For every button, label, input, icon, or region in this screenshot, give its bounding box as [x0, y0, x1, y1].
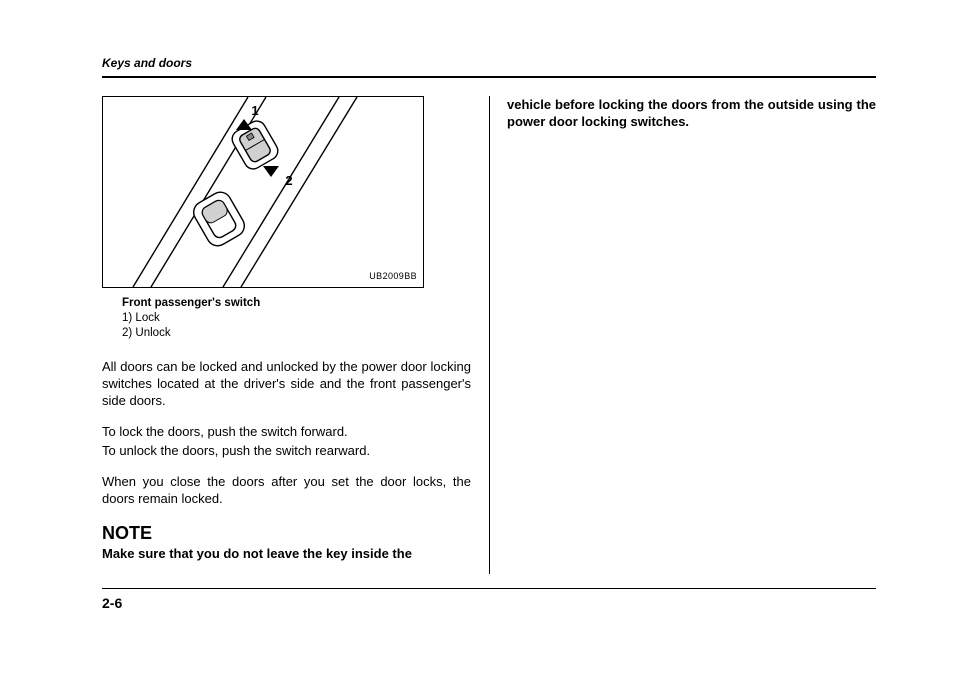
- caption-title: Front passenger's switch: [122, 296, 471, 311]
- paragraph-2b: To unlock the doors, push the switch rea…: [102, 442, 471, 459]
- manual-page: Keys and doors: [0, 0, 954, 674]
- header-rule: [102, 76, 876, 78]
- paragraph-1: All doors can be locked and unlocked by …: [102, 358, 471, 409]
- right-column: vehicle before locking the doors from th…: [489, 96, 876, 574]
- callout-2: 2: [285, 173, 292, 188]
- section-header: Keys and doors: [102, 56, 876, 70]
- switch-diagram: 1 2 UB2009BB: [102, 96, 424, 288]
- paragraph-3: When you close the doors after you set t…: [102, 473, 471, 507]
- note-body-right: vehicle before locking the doors from th…: [507, 96, 876, 130]
- switch-diagram-svg: 1 2: [103, 97, 423, 287]
- footer-rule: [102, 588, 876, 589]
- note-heading: NOTE: [102, 522, 471, 546]
- figure-caption: Front passenger's switch 1) Lock 2) Unlo…: [122, 296, 471, 342]
- callout-1: 1: [251, 103, 258, 118]
- page-number: 2-6: [102, 595, 876, 611]
- column-divider: [489, 96, 490, 574]
- content-columns: 1 2 UB2009BB Front passenger's switch 1)…: [102, 96, 876, 574]
- figure-code: UB2009BB: [369, 271, 417, 283]
- note-body-left: Make sure that you do not leave the key …: [102, 545, 471, 562]
- caption-item-2: 2) Unlock: [122, 326, 471, 341]
- paragraph-2a: To lock the doors, push the switch forwa…: [102, 423, 471, 440]
- left-column: 1 2 UB2009BB Front passenger's switch 1)…: [102, 96, 489, 574]
- caption-item-1: 1) Lock: [122, 311, 471, 326]
